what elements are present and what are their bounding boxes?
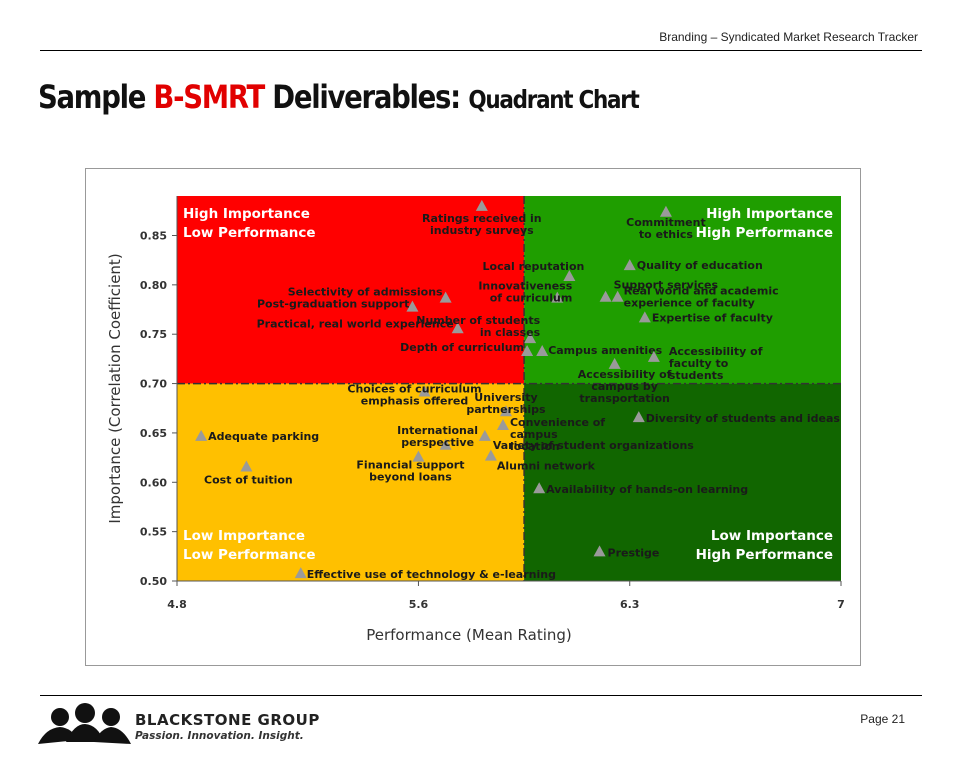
people-logo-icon (38, 703, 131, 744)
title-sub: Quadrant Chart (468, 85, 639, 114)
data-point-label: Expertise of faculty (652, 311, 773, 324)
quadrant-label-top-left: Low Performance (183, 225, 316, 241)
data-point-label: Accessibility of faculty to students (669, 345, 763, 382)
x-tick-label: 4.8 (167, 598, 187, 611)
data-point-marker (533, 482, 546, 494)
data-point-label: Availability of hands-on learning (546, 483, 748, 496)
data-point-marker (294, 567, 307, 579)
data-point-label: Campus amenities (548, 344, 662, 357)
data-point-marker (439, 291, 452, 303)
y-tick-label: 0.65 (140, 427, 167, 440)
quadrant-bottom-left (177, 383, 525, 581)
quadrant-chart: 4.8 5.6 6.3 7 0.50 0.55 0.60 0.65 0.70 0.75 0.80 0.… (106, 196, 845, 644)
x-axis-title: Performance (Mean Rating) (366, 626, 572, 644)
data-point-marker (521, 344, 534, 356)
data-point-label: Alumni network (497, 460, 596, 473)
data-point-marker (551, 291, 564, 303)
data-point-marker (418, 385, 431, 397)
footer-rule (40, 695, 922, 696)
data-point-marker (484, 449, 497, 461)
data-point-label: Real world and academic experience of fac… (624, 285, 779, 310)
data-point-marker (240, 460, 253, 472)
data-point-marker (478, 429, 491, 441)
data-point-label: University partnerships (466, 391, 546, 416)
y-tick-label: 0.55 (140, 526, 167, 539)
data-point-label: Variety of student organizations (493, 439, 694, 452)
logo-name: BLACKSTONE GROUP (135, 711, 320, 729)
y-tick-label: 0.70 (140, 378, 167, 391)
data-point-label: Prestige (608, 546, 660, 559)
chart-frame: 4.8 5.6 6.3 7 0.50 0.55 0.60 0.65 0.70 0.75 0.80 0.… (85, 168, 861, 666)
data-point-label: Quality of education (637, 259, 763, 272)
data-point-marker (647, 350, 660, 362)
data-point-label: Choices of curriculum emphasis offered (347, 382, 481, 407)
data-point-label: Local reputation (483, 260, 585, 273)
quadrant-label-top-left: High Importance (183, 206, 310, 222)
x-tick-label: 6.3 (620, 598, 640, 611)
slide-title: Sample B-SMRT Deliverables: Quadrant Char… (38, 78, 640, 116)
quadrant-label-bottom-right: Low Importance (711, 528, 833, 544)
quadrant-bottom-right (524, 383, 841, 581)
data-point-marker (659, 205, 672, 217)
y-tick-label: 0.85 (140, 229, 167, 242)
x-tick-label: 5.6 (409, 598, 429, 611)
data-point-marker (632, 411, 645, 423)
data-point-label: Accessibility of campus by transportation (578, 368, 672, 405)
data-point-label: Cost of tuition (204, 473, 293, 486)
y-tick-label: 0.60 (140, 476, 167, 489)
header-rule (40, 50, 922, 51)
data-point-marker (611, 290, 624, 302)
data-point-label: Depth of curriculum (400, 341, 524, 354)
quadrant-label-bottom-right: High Performance (696, 547, 833, 563)
data-point-marker (439, 438, 452, 450)
title-accent: B-SMRT (153, 78, 265, 116)
y-tick-label: 0.75 (140, 328, 167, 341)
data-point-label: Convenience of campus location (510, 416, 605, 453)
quadrant-label-bottom-left: Low Performance (183, 547, 316, 563)
data-point-marker (623, 259, 636, 271)
data-point-label: International perspective (397, 424, 478, 449)
company-logo: BLACKSTONE GROUP Passion. Innovation. In… (38, 702, 320, 750)
quadrant-top-left (177, 196, 525, 384)
data-point-label: Effective use of technology & e-learning (307, 568, 556, 581)
title-part1: Sample (38, 78, 154, 116)
page-number: Page 21 (860, 712, 905, 726)
data-point-label: Diversity of students and ideas (646, 412, 841, 425)
data-point-marker (536, 344, 549, 356)
quadrant-label-top-right: High Performance (696, 225, 833, 241)
tracker-title: Branding – Syndicated Market Research Tr… (659, 30, 918, 44)
logo-tagline: Passion. Innovation. Insight. (135, 730, 304, 742)
data-point-marker (475, 199, 488, 211)
y-tick-label: 0.80 (140, 279, 167, 292)
data-point-marker (496, 419, 509, 431)
data-point-label: Adequate parking (208, 430, 319, 443)
data-point-marker (638, 311, 651, 323)
data-point-label: Practical, real world experience (257, 317, 454, 330)
data-point-label: Support services (614, 279, 719, 292)
y-axis-title: Importance (Correlation Coefficient) (106, 253, 124, 523)
data-point-label: Number of students in classes (416, 314, 540, 339)
data-point-label: Post-graduation support (257, 298, 409, 311)
data-point-label: Innovativeness of curriculum (478, 280, 572, 305)
data-point-marker (412, 450, 425, 462)
data-point-label: Ratings received in industry surveys (422, 212, 542, 237)
y-tick-label: 0.50 (140, 575, 167, 588)
data-point-marker (563, 269, 576, 281)
data-point-marker (593, 545, 606, 557)
data-point-marker (195, 429, 208, 441)
title-part2: Deliverables: (264, 78, 461, 116)
data-point-marker (524, 332, 537, 344)
quadrant-label-top-right: High Importance (706, 206, 833, 222)
data-point-label: Financial support beyond loans (356, 459, 464, 484)
data-point-marker (608, 357, 621, 369)
quadrant-top-right (524, 196, 841, 384)
data-point-label: Commitment to ethics (626, 216, 706, 241)
data-point-label: Selectivity of admissions (288, 286, 443, 299)
data-point-marker (406, 300, 419, 312)
data-point-marker (451, 322, 464, 334)
data-point-marker (499, 405, 512, 417)
x-tick-label: 7 (837, 598, 845, 611)
data-point-marker (599, 290, 612, 302)
quadrant-label-bottom-left: Low Importance (183, 528, 305, 544)
